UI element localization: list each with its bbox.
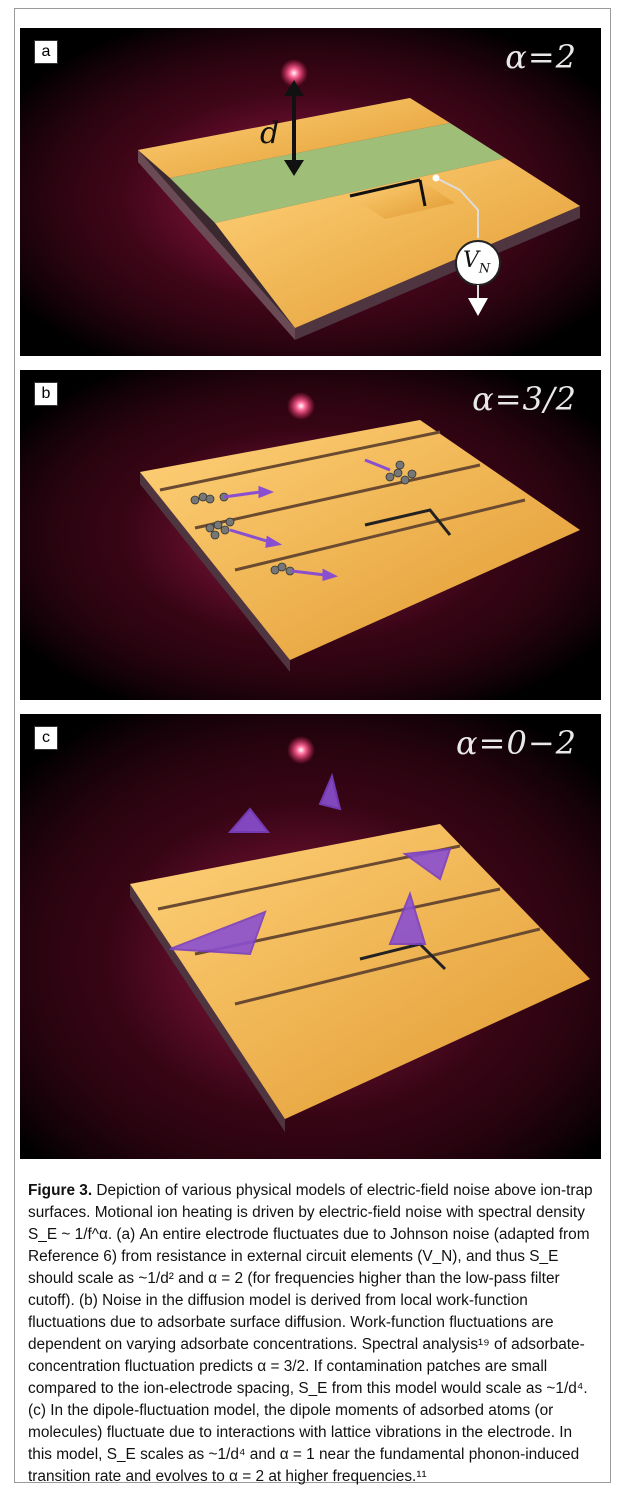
panel-label-c: c: [34, 726, 58, 750]
caption-text: Depiction of various physical models of …: [28, 1182, 593, 1485]
distance-label: d: [260, 116, 280, 151]
figure-caption: Figure 3. Depiction of various physical …: [28, 1180, 598, 1488]
panel-b: b α=3/2: [20, 370, 601, 700]
panel-label-b: b: [34, 382, 58, 406]
alpha-label-c: α=0−2: [456, 724, 577, 762]
vn-label: VN: [463, 248, 491, 277]
panel-b-illustration: [20, 370, 601, 700]
caption-figure-number: Figure 3.: [28, 1182, 93, 1199]
panel-a-illustration: [20, 28, 601, 356]
panel-c-illustration: [20, 714, 601, 1159]
alpha-label-a: α=2: [505, 38, 577, 76]
panel-label-a: a: [34, 40, 58, 64]
alpha-label-b: α=3/2: [472, 380, 577, 418]
panel-a: a α=2 d VN: [20, 28, 601, 356]
panel-c: c α=0−2: [20, 714, 601, 1159]
